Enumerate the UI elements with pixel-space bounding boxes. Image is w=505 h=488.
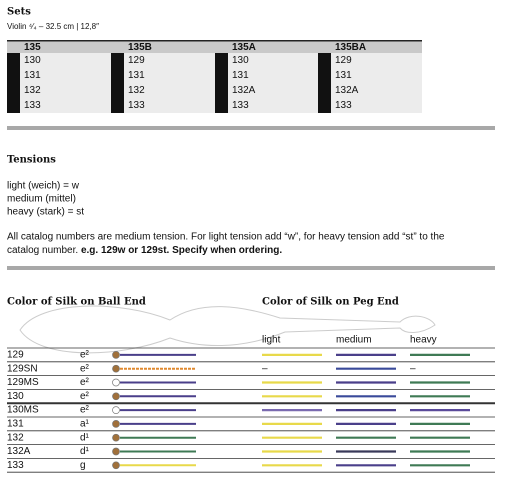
ball-end bbox=[112, 406, 120, 414]
tensions-title: Tensions bbox=[7, 155, 56, 166]
string-name: 129 bbox=[7, 350, 24, 361]
table-header-border bbox=[215, 40, 319, 42]
peg-none: – bbox=[262, 363, 268, 374]
table-cell: 131 bbox=[232, 70, 249, 81]
string-note: e² bbox=[80, 377, 90, 388]
ball-title: Color of Silk on Ball End bbox=[7, 297, 146, 308]
string-name: 129SN bbox=[7, 363, 38, 374]
tension-line: medium (mittel) bbox=[7, 194, 76, 205]
table-cell: 132A bbox=[335, 85, 359, 96]
string-note: e² bbox=[80, 405, 90, 416]
table-header-bg bbox=[111, 41, 215, 53]
table-stripe bbox=[7, 53, 20, 113]
ball-end bbox=[112, 364, 120, 373]
table-header-bg bbox=[215, 41, 319, 53]
table-header-bg bbox=[318, 41, 422, 53]
table-body-bg bbox=[111, 53, 215, 113]
table-stripe bbox=[215, 53, 228, 113]
separator bbox=[7, 126, 495, 130]
table-cell: 129 bbox=[335, 55, 352, 66]
string-name: 133 bbox=[7, 460, 24, 471]
string-note: d¹ bbox=[80, 432, 90, 443]
silk-table: light medium heavy 129 e² 129SN e² – – 129MS e² 130… bbox=[7, 335, 495, 473]
table-body-bg bbox=[318, 53, 422, 113]
sets-title: Sets bbox=[7, 7, 31, 18]
tension-line: heavy (stark) = st bbox=[7, 207, 84, 218]
table-cell: 133 bbox=[232, 100, 249, 111]
string-name: 132 bbox=[7, 432, 24, 443]
table-cell: 130 bbox=[232, 55, 249, 66]
table-body-bg bbox=[215, 53, 319, 113]
table-header-border bbox=[111, 40, 215, 42]
table-header: 135BA bbox=[335, 42, 366, 53]
column-header: medium bbox=[336, 335, 372, 346]
tension-lines: light (weich) = w medium (mittel) heavy (s… bbox=[7, 181, 84, 218]
table-header-border bbox=[318, 40, 422, 42]
table-header: 135A bbox=[232, 42, 256, 53]
table-header-bg bbox=[7, 41, 111, 53]
column-header: heavy bbox=[410, 335, 437, 346]
ball-end bbox=[112, 420, 120, 428]
table-cell: 132 bbox=[128, 85, 145, 96]
string-name: 130 bbox=[7, 391, 24, 402]
table-cell: 133 bbox=[128, 100, 145, 111]
table-header-border bbox=[7, 40, 111, 42]
ball-end bbox=[112, 392, 120, 401]
ball-end bbox=[112, 433, 120, 442]
string-name: 132A bbox=[7, 446, 31, 457]
table-stripe bbox=[318, 53, 331, 113]
text: catalog number. bbox=[7, 245, 78, 256]
table-header: 135 bbox=[24, 42, 41, 53]
text-bold: e.g. 129w or 129st. Specify when orderin… bbox=[81, 245, 282, 256]
table-cell: 131 bbox=[335, 70, 352, 81]
string-note: e² bbox=[80, 391, 90, 402]
set-tables: 135 130 131 132 133 135B 129 131 132 133 135A 130 13… bbox=[7, 40, 422, 113]
string-note: e² bbox=[80, 363, 90, 374]
table-cell: 131 bbox=[24, 70, 41, 81]
string-note: a¹ bbox=[80, 419, 90, 430]
separator bbox=[7, 266, 495, 270]
ball-end bbox=[112, 461, 120, 470]
ball-end bbox=[112, 378, 120, 387]
table-stripe bbox=[111, 53, 124, 113]
table-cell: 131 bbox=[128, 70, 145, 81]
table-cell: 129 bbox=[128, 55, 145, 66]
table-body-bg bbox=[7, 53, 111, 113]
tension-note-line: catalog number. e.g. 129w or 129st. Spec… bbox=[7, 245, 282, 256]
peg-none: – bbox=[410, 363, 416, 374]
table-cell: 130 bbox=[24, 55, 41, 66]
violin-outline bbox=[19, 305, 436, 354]
string-name: 129MS bbox=[7, 377, 39, 388]
string-note: e² bbox=[80, 350, 90, 361]
string-note: g bbox=[80, 460, 86, 471]
string-name: 131 bbox=[7, 419, 24, 430]
string-name: 130MS bbox=[7, 405, 39, 416]
table-cell: 133 bbox=[24, 100, 41, 111]
table-cell: 132 bbox=[24, 85, 41, 96]
column-header: light bbox=[262, 335, 281, 346]
tension-line: light (weich) = w bbox=[7, 181, 80, 192]
sets-subtitle: Violin ⁴⁄₄ – 32.5 cm | 12,8″ bbox=[7, 22, 99, 31]
table-header: 135B bbox=[128, 42, 152, 53]
ball-end bbox=[112, 351, 120, 359]
table-cell: 132A bbox=[232, 85, 256, 96]
peg-title: Color of Silk on Peg End bbox=[262, 297, 399, 308]
table-cell: 133 bbox=[335, 100, 352, 111]
string-note: d¹ bbox=[80, 446, 90, 457]
tension-note: All catalog numbers are medium tension. … bbox=[7, 232, 445, 243]
ball-end bbox=[112, 447, 120, 456]
